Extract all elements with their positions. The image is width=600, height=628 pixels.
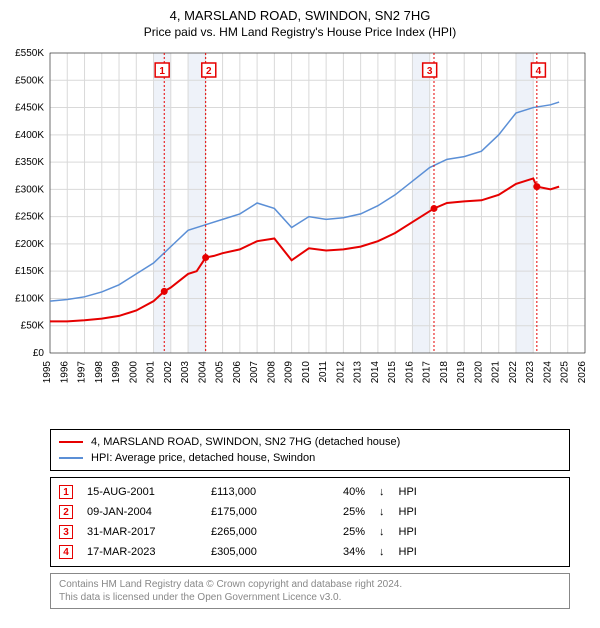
svg-text:2023: 2023 xyxy=(525,361,536,384)
sale-vs: HPI xyxy=(399,546,459,558)
svg-text:2009: 2009 xyxy=(284,361,295,384)
sale-price: £175,000 xyxy=(211,506,301,518)
sale-vs: HPI xyxy=(399,486,459,498)
svg-text:£350K: £350K xyxy=(15,157,44,168)
svg-text:2: 2 xyxy=(206,66,212,77)
svg-text:2012: 2012 xyxy=(335,361,346,384)
svg-text:2001: 2001 xyxy=(146,361,157,384)
chart-area: £0 £50K £100K £150K £200K £250K £300K £350K £400… xyxy=(0,43,600,423)
svg-text:2006: 2006 xyxy=(232,361,243,384)
svg-text:£50K: £50K xyxy=(21,321,45,332)
arrow-down-icon: ↓ xyxy=(379,506,385,518)
sale-date: 09-JAN-2004 xyxy=(87,506,197,518)
legend-item: 4, MARSLAND ROAD, SWINDON, SN2 7HG (deta… xyxy=(59,434,561,450)
svg-text:2022: 2022 xyxy=(508,361,519,384)
sale-price: £305,000 xyxy=(211,546,301,558)
svg-text:1995: 1995 xyxy=(42,361,53,384)
legend-item: HPI: Average price, detached house, Swin… xyxy=(59,450,561,466)
svg-text:2017: 2017 xyxy=(422,361,433,384)
sale-vs: HPI xyxy=(399,506,459,518)
table-row: 1 15-AUG-2001 £113,000 40% ↓ HPI xyxy=(59,482,561,502)
svg-text:2016: 2016 xyxy=(404,361,415,384)
svg-text:2014: 2014 xyxy=(370,361,381,384)
svg-text:1996: 1996 xyxy=(59,361,70,384)
svg-text:2020: 2020 xyxy=(473,361,484,384)
svg-text:1997: 1997 xyxy=(77,361,88,384)
svg-text:2013: 2013 xyxy=(353,361,364,384)
sale-date: 17-MAR-2023 xyxy=(87,546,197,558)
arrow-down-icon: ↓ xyxy=(379,526,385,538)
sale-pct: 25% xyxy=(315,506,365,518)
marker-square: 3 xyxy=(59,525,73,539)
table-row: 4 17-MAR-2023 £305,000 34% ↓ HPI xyxy=(59,542,561,562)
legend: 4, MARSLAND ROAD, SWINDON, SN2 7HG (deta… xyxy=(50,429,570,471)
sale-pct: 25% xyxy=(315,526,365,538)
svg-text:£0: £0 xyxy=(33,348,45,359)
svg-text:£200K: £200K xyxy=(15,239,44,250)
credit: Contains HM Land Registry data © Crown c… xyxy=(50,573,570,609)
svg-text:1999: 1999 xyxy=(111,361,122,384)
sale-price: £113,000 xyxy=(211,486,301,498)
line-chart: £0 £50K £100K £150K £200K £250K £300K £350K £400… xyxy=(0,43,600,423)
table-row: 2 09-JAN-2004 £175,000 25% ↓ HPI xyxy=(59,502,561,522)
svg-text:2021: 2021 xyxy=(491,361,502,384)
svg-text:2005: 2005 xyxy=(215,361,226,384)
svg-text:2007: 2007 xyxy=(249,361,260,384)
arrow-down-icon: ↓ xyxy=(379,546,385,558)
marker-square: 4 xyxy=(59,545,73,559)
svg-text:2008: 2008 xyxy=(266,361,277,384)
svg-text:£100K: £100K xyxy=(15,293,44,304)
svg-text:4: 4 xyxy=(536,66,542,77)
svg-text:2011: 2011 xyxy=(318,361,329,383)
svg-text:2019: 2019 xyxy=(456,361,467,384)
credit-line: Contains HM Land Registry data © Crown c… xyxy=(59,578,561,591)
svg-text:£450K: £450K xyxy=(15,103,44,114)
svg-text:£400K: £400K xyxy=(15,130,44,141)
svg-text:1: 1 xyxy=(159,66,165,77)
svg-text:2024: 2024 xyxy=(542,361,553,384)
svg-text:2004: 2004 xyxy=(197,361,208,384)
sale-date: 15-AUG-2001 xyxy=(87,486,197,498)
legend-swatch xyxy=(59,441,83,443)
svg-text:2026: 2026 xyxy=(577,361,588,384)
svg-text:1998: 1998 xyxy=(94,361,105,384)
table-row: 3 31-MAR-2017 £265,000 25% ↓ HPI xyxy=(59,522,561,542)
svg-text:£300K: £300K xyxy=(15,184,44,195)
arrow-down-icon: ↓ xyxy=(379,486,385,498)
sale-vs: HPI xyxy=(399,526,459,538)
svg-text:3: 3 xyxy=(427,66,433,77)
svg-text:2010: 2010 xyxy=(301,361,312,384)
legend-label: HPI: Average price, detached house, Swin… xyxy=(91,452,315,464)
svg-text:2002: 2002 xyxy=(163,361,174,384)
chart-subtitle: Price paid vs. HM Land Registry's House … xyxy=(0,25,600,39)
sale-pct: 34% xyxy=(315,546,365,558)
svg-text:2018: 2018 xyxy=(439,361,450,384)
svg-text:2025: 2025 xyxy=(560,361,571,384)
credit-line: This data is licensed under the Open Gov… xyxy=(59,591,561,604)
svg-text:£250K: £250K xyxy=(15,212,44,223)
legend-label: 4, MARSLAND ROAD, SWINDON, SN2 7HG (deta… xyxy=(91,436,400,448)
sales-table: 1 15-AUG-2001 £113,000 40% ↓ HPI 2 09-JAN-2004 £… xyxy=(50,477,570,567)
marker-square: 1 xyxy=(59,485,73,499)
svg-text:£500K: £500K xyxy=(15,75,44,86)
marker-square: 2 xyxy=(59,505,73,519)
svg-text:£150K: £150K xyxy=(15,266,44,277)
svg-text:2003: 2003 xyxy=(180,361,191,384)
svg-text:2000: 2000 xyxy=(128,361,139,384)
legend-swatch xyxy=(59,457,83,459)
chart-title: 4, MARSLAND ROAD, SWINDON, SN2 7HG xyxy=(0,8,600,23)
sale-pct: 40% xyxy=(315,486,365,498)
svg-text:2015: 2015 xyxy=(387,361,398,384)
svg-text:£550K: £550K xyxy=(15,48,44,59)
sale-price: £265,000 xyxy=(211,526,301,538)
sale-date: 31-MAR-2017 xyxy=(87,526,197,538)
